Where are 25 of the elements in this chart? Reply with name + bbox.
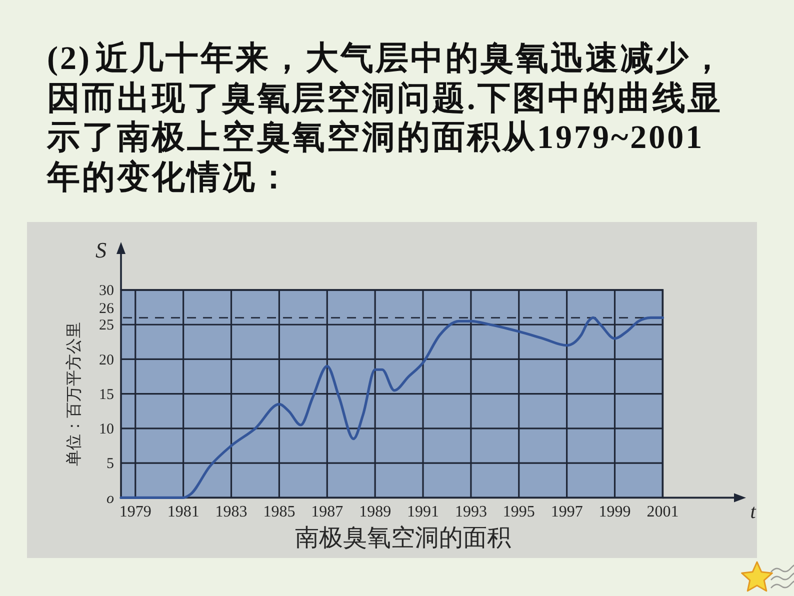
- x-tick-label: 1979: [119, 503, 152, 520]
- x-tick-label: 1981: [167, 503, 200, 520]
- x-tick-label: 1997: [550, 503, 583, 520]
- text: 南极臭氧空洞的面积: [295, 524, 511, 552]
- y-tick-label: o: [106, 490, 114, 507]
- x-tick-label: 1991: [407, 503, 440, 520]
- y-tick-label: 10: [99, 422, 114, 438]
- x-tick-label: 1987: [311, 503, 344, 520]
- text: 单位：百万平方公里: [64, 322, 83, 466]
- y-axis-title: S: [96, 237, 106, 262]
- x-tick-label: 1985: [263, 503, 296, 520]
- y-tick-label: 20: [99, 352, 114, 368]
- x-tick-label: 2001: [646, 503, 679, 520]
- x-axis-title: t: [750, 500, 756, 523]
- y-tick-label: 30: [99, 283, 114, 300]
- y-tick-label: 15: [99, 386, 114, 403]
- x-tick-label: 1999: [598, 503, 631, 520]
- y-tick-label: 5: [106, 456, 114, 472]
- y-tick-label: 25: [99, 318, 114, 334]
- ref-line-label: 26: [99, 300, 114, 317]
- x-tick-label: 1995: [502, 503, 535, 520]
- chart-title: (2) 近几十年来，大气层中的臭氧迅速减少，因而出现了臭氧层空洞问题.下图中的曲线显示了南极上空臭氧空洞的面积从1979~2001年的变化情况：: [47, 40, 727, 198]
- x-tick-label: 1989: [359, 503, 392, 520]
- x-tick-label: 1993: [454, 503, 487, 520]
- x-tick-label: 1983: [215, 503, 248, 520]
